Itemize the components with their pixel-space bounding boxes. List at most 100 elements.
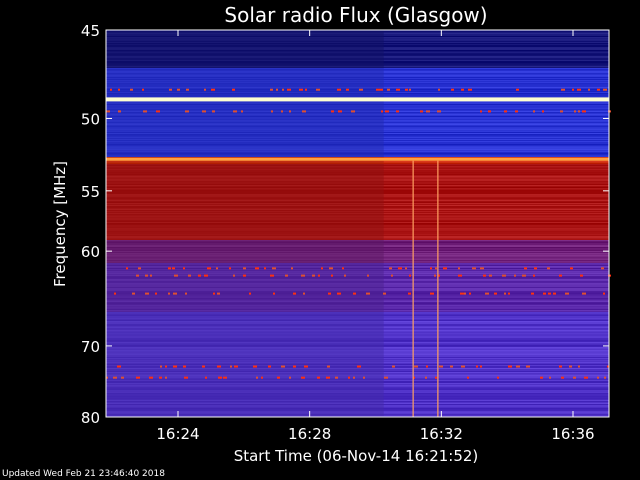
spectrum-row-early [106,178,384,179]
speckle [168,292,170,295]
spectrum-row-early [106,69,384,70]
speckle [607,365,609,368]
spectrum-row-early [106,247,384,248]
spectrum-row-early [106,156,384,157]
spectrum-row-early [106,324,384,325]
spectrum-row-early [106,396,384,397]
speckle [434,274,436,277]
speckle [494,292,497,295]
speckle [488,110,491,113]
speckle [603,292,605,295]
speckle [155,292,157,295]
spectrum-row-early [106,318,384,319]
speckle [366,292,370,295]
spectrum-row-early [106,230,384,231]
spectrum-row-early [106,375,384,376]
burst-line [437,160,439,417]
speckle [218,376,222,379]
spectrum-row-early [106,96,384,97]
spectrum-row-early [106,319,384,320]
axes: 45 50 55 60 70 80 16:24 16:28 16:32 16:36 [81,22,610,443]
updated-timestamp: Updated Wed Feb 21 23:46:40 2018 [2,469,165,479]
spectrum-row-early [106,279,384,280]
spectrum-row-early [106,337,384,338]
speckle [603,88,607,91]
speckle [430,267,432,270]
spectrum-row-early [106,91,384,92]
speckle [198,274,201,277]
speckle [460,292,464,295]
spectrum-row-early [106,146,384,147]
speckle [165,376,167,379]
spectrum-row-early [106,316,384,317]
spectrum-row-early [106,238,384,239]
spectrum-row-early [106,192,384,193]
spectrum-row-early [106,378,384,379]
speckle [273,292,275,295]
spectrum-row-early [106,326,384,327]
spectrum-row-early [106,368,384,369]
speckle [559,274,562,277]
speckle [256,376,258,379]
spectrum-row-early [106,405,384,406]
spectrum-row-early [106,221,384,222]
spectrum-row-early [106,246,384,247]
spectrum-row-early [106,140,384,141]
speckle [202,365,205,368]
spectrum-row-early [106,342,384,343]
spectrum-row-early [106,86,384,87]
speckle [483,274,486,277]
spectrum-row-early [106,55,384,56]
spectrum-row-early [106,236,384,237]
spectrum-row-early [106,341,384,342]
speckle [502,274,506,277]
spectrum-row-early [106,240,384,241]
speckle [173,365,177,368]
speckle [480,110,482,113]
spectrum-row-early [106,394,384,395]
spectrum-row-early [106,43,384,44]
spectrum-row-early [106,155,384,156]
spectrum-row-early [106,306,384,307]
spectrum-row-early [106,280,384,281]
speckle [234,365,238,368]
speckle [185,292,187,295]
speckle [145,292,149,295]
spectrum-row-early [106,315,384,316]
speckle [516,365,520,368]
speckle [480,365,482,368]
speckle [276,88,278,91]
spectrum-row-early [106,88,384,89]
spectrum-row-early [106,198,384,199]
y-axis-label: Frequency [MHz] [51,161,69,287]
speckle [337,292,341,295]
speckle [270,274,274,277]
spectrum-row-early [106,369,384,370]
speckle [533,110,535,113]
speckle [106,376,108,379]
spectrum-row-early [106,325,384,326]
spectrum-row-early [106,333,384,334]
spectrum-row-early [106,252,384,253]
spectrum-row-early [106,244,384,245]
spectrum-row-early [106,42,384,43]
spectrum-row-early [106,33,384,34]
spectrum-row-early [106,166,384,167]
spectrum-row-early [106,272,384,273]
spectrum-row-early [106,32,384,33]
speckle [597,376,599,379]
spectrum-row-early [106,120,384,121]
speckle [485,292,489,295]
spectrum-row-early [106,343,384,344]
spectrum-row-early [106,189,384,190]
speckle [549,376,551,379]
spectrum-row-early [106,345,384,346]
speckle [156,110,160,113]
spectrum-row-early [106,256,384,257]
spectrum-row-early [106,116,384,117]
spectrum-row-early [106,286,384,287]
speckle [305,88,307,91]
spectrum-row-early [106,357,384,358]
speckle [438,88,440,91]
spectrum-row-early [106,203,384,204]
